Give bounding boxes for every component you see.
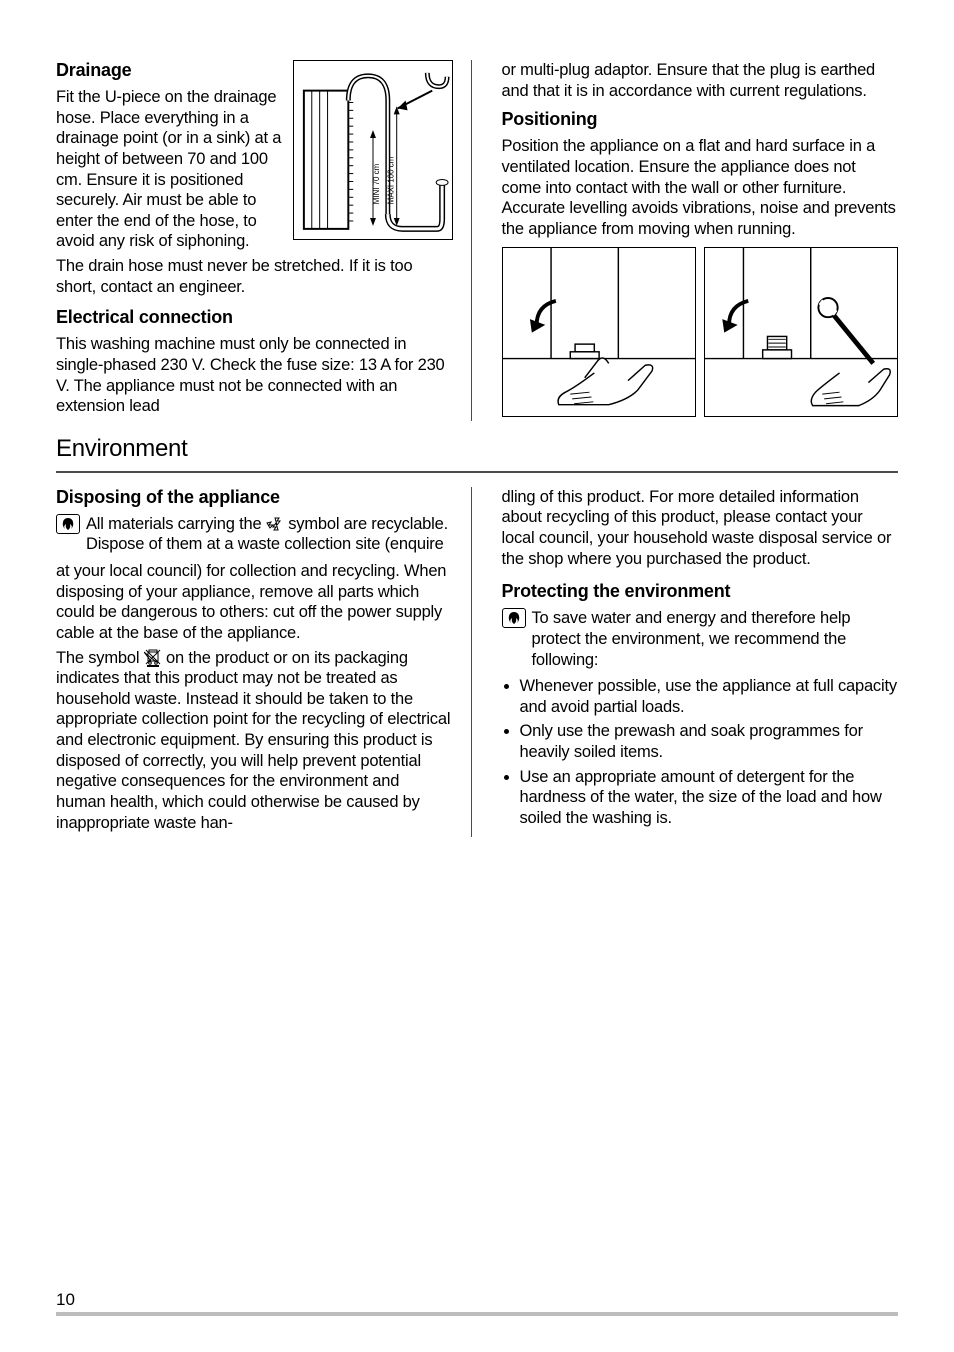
protecting-heading: Protecting the environment (502, 581, 899, 602)
environment-columns: Disposing of the appliance All materials… (56, 487, 898, 837)
drainage-svg: MINI 70 cm MAXI 100 cm (294, 61, 452, 239)
env-col2-p1: dling of this product. For more detailed… (502, 487, 899, 570)
install-columns: MINI 70 cm MAXI 100 cm Drainage Fit the … (56, 60, 898, 421)
electrical-p1: This washing machine must only be connec… (56, 334, 453, 417)
protecting-note: To save water and energy and therefore h… (502, 608, 899, 674)
disposing-note: All materials carrying the symbol are re… (56, 514, 453, 559)
col2-top-p1: or multi-plug adaptor. Ensure that the p… (502, 60, 899, 101)
protecting-note-text: To save water and energy and therefore h… (532, 608, 899, 670)
disposing-note-pre: All materials carrying the (86, 515, 266, 533)
positioning-p1: Position the appliance on a flat and har… (502, 136, 899, 239)
install-col-left: MINI 70 cm MAXI 100 cm Drainage Fit the … (56, 60, 472, 421)
bullet-1: Only use the prewash and soak programmes… (520, 721, 899, 762)
eco-icon-2 (502, 608, 526, 628)
weee-icon (144, 648, 162, 668)
disposing-p2: The symbol on the product or on its pack… (56, 648, 453, 834)
protecting-bullets: Whenever possible, use the appliance at … (502, 676, 899, 828)
drainage-figure: MINI 70 cm MAXI 100 cm (293, 60, 453, 240)
install-col-right: or multi-plug adaptor. Ensure that the p… (496, 60, 899, 421)
environment-heading: Environment (56, 435, 898, 463)
disposing-heading: Disposing of the appliance (56, 487, 453, 508)
max-label: MAXI 100 cm (386, 156, 395, 204)
disposing-p1b: at your local council) for collection an… (56, 561, 453, 644)
level-panel-1 (502, 247, 696, 417)
electrical-heading: Electrical connection (56, 307, 453, 328)
recycle-icon (266, 516, 284, 532)
levelling-figures (502, 247, 899, 417)
positioning-heading: Positioning (502, 109, 899, 130)
environment-rule (56, 471, 898, 473)
page-number: 10 (56, 1290, 75, 1310)
disposing-p2b: on the product or on its packaging indic… (56, 649, 450, 832)
env-col-left: Disposing of the appliance All materials… (56, 487, 472, 837)
bottom-rule (56, 1312, 898, 1316)
bullet-0: Whenever possible, use the appliance at … (520, 676, 899, 717)
env-col-right: dling of this product. For more detailed… (496, 487, 899, 837)
bullet-2: Use an appropriate amount of detergent f… (520, 767, 899, 829)
disposing-note-text: All materials carrying the symbol are re… (86, 514, 453, 555)
page: MINI 70 cm MAXI 100 cm Drainage Fit the … (56, 60, 898, 837)
drainage-p2: The drain hose must never be stretched. … (56, 256, 453, 297)
disposing-p2a: The symbol (56, 649, 144, 667)
eco-icon (56, 514, 80, 534)
level-panel-2 (704, 247, 898, 417)
